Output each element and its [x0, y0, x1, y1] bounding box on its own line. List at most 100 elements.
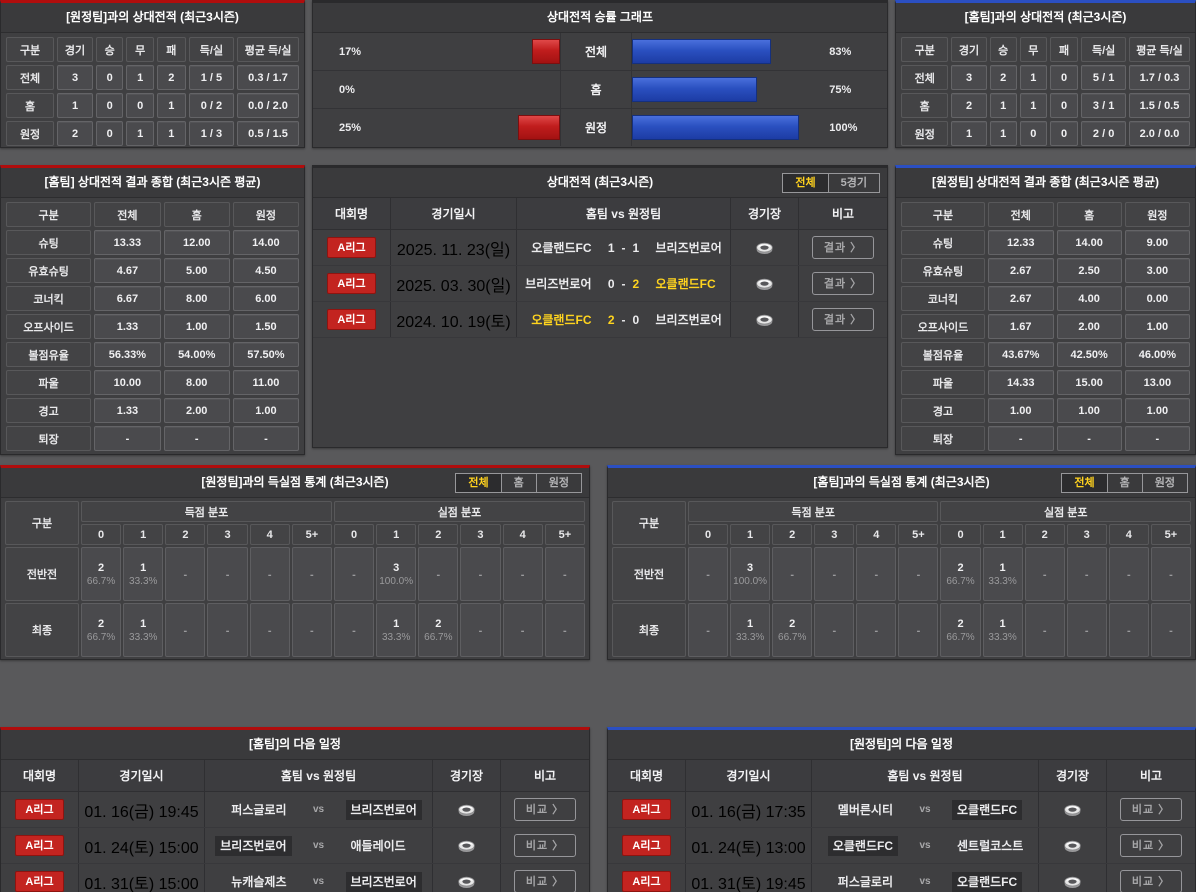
table-row: 경고 1.33 2.00 1.00 [6, 398, 299, 423]
goals-away-filter-tabs: 전체 홈 원정 [455, 472, 582, 493]
stat-cell: 42.50% [1056, 342, 1122, 367]
empty-value: - [916, 569, 921, 581]
result-button[interactable]: 결과 〉 [811, 308, 875, 331]
compare-button[interactable]: 비교 〉 [1119, 870, 1183, 892]
compare-button[interactable]: 비교 〉 [1119, 798, 1183, 821]
compare-button[interactable]: 비교 〉 [513, 834, 577, 857]
column-header: 패 [1049, 37, 1079, 62]
compare-button[interactable]: 비교 〉 [1119, 834, 1183, 857]
distribution-cell: - [165, 603, 206, 657]
stadium-icon[interactable] [754, 276, 775, 292]
home-team-name: 브리즈번로어 [525, 277, 592, 291]
table-header-row: 대회명 경기일시 홈팀 vs 원정팀 경기장 비고 [608, 760, 1195, 792]
column-header: 전체 [94, 202, 161, 227]
empty-value: - [520, 625, 525, 637]
teams-wrap: 오클랜드FC vs 센트럴코스트 [812, 836, 1038, 856]
filter-tab[interactable]: 홈 [501, 472, 537, 493]
compare-button[interactable]: 비교 〉 [513, 870, 577, 892]
stat-cell: 13.00 [1124, 370, 1190, 395]
score-column-header: 1 [730, 524, 771, 545]
match-date: 2025. 11. 23(일) [391, 230, 517, 265]
score-column-header: 3 [460, 524, 501, 545]
away-score: 1 [632, 240, 640, 255]
score-column-header: 5+ [544, 524, 585, 545]
empty-value: - [916, 625, 921, 637]
distribution-cell: - [898, 547, 939, 601]
chart-row-label: 홈 [560, 71, 632, 108]
distribution-cell: 2 66.7% [81, 547, 122, 601]
stadium-cell [433, 792, 501, 827]
action-cell: 비교 〉 [501, 864, 589, 892]
compare-button[interactable]: 비교 〉 [513, 798, 577, 821]
h2h-vs-home-table: 구분 경기 승 무 패 득/실 평균 득/실 전체 3 2 1 0 5 / 1 1.7 / 0.3 홈 2 1 1… [896, 33, 1195, 150]
empty-value: - [1169, 625, 1173, 637]
filter-tab[interactable]: 5경기 [828, 172, 880, 193]
distribution-cell: 1 33.3% [730, 603, 771, 657]
distribution-cell: - [544, 603, 585, 657]
table-header-row: 구분 전체 홈 원정 [6, 202, 299, 227]
empty-value: - [874, 569, 879, 581]
distribution-cell: - [165, 547, 206, 601]
filter-tab[interactable]: 전체 [782, 172, 829, 193]
league-cell: A리그 [608, 792, 686, 827]
stat-cell: 1 [57, 93, 93, 118]
distribution-cell: - [502, 547, 543, 601]
panel-title-text: [원정팀]과의 상대전적 (최근3시즌) [66, 10, 239, 24]
row-label: 전반전 [5, 547, 79, 601]
table-row: 파울 10.00 8.00 11.00 [6, 370, 299, 395]
stat-cell: 1.5 / 0.5 [1128, 93, 1190, 118]
distribution-cell: - [418, 547, 459, 601]
column-header: 승 [989, 37, 1017, 62]
stadium-icon[interactable] [456, 802, 477, 818]
stadium-icon[interactable] [456, 874, 477, 890]
score-header-row: 0 1 2 3 4 5+ 0 1 2 3 4 5+ [612, 524, 1191, 545]
panel-title-text: [원정팀]과의 득실점 통계 (최근3시즌) [201, 475, 389, 489]
stadium-icon[interactable] [456, 838, 477, 854]
action-cell: 결과 〉 [799, 302, 887, 337]
away-winrate-bar [518, 115, 561, 140]
column-header: 무 [126, 37, 154, 62]
percent-value: 33.3% [129, 631, 158, 643]
row-label: 경고 [6, 398, 92, 423]
league-badge: A리그 [622, 835, 671, 856]
distribution-cell: - [814, 603, 855, 657]
filter-tab[interactable]: 원정 [1142, 472, 1188, 493]
filter-tab[interactable]: 홈 [1107, 472, 1143, 493]
home-team-label: 멜버른시티 [837, 803, 893, 817]
match-datetime: 01. 31(토) 15:00 [79, 864, 205, 892]
filter-tab[interactable]: 전체 [455, 472, 502, 493]
distribution-cell: - [460, 603, 501, 657]
column-header: 홈팀 vs 원정팀 [812, 760, 1039, 791]
teams-cell: 브리즈번로어 0-2 오클랜드FC [517, 266, 731, 301]
league-cell: A리그 [1, 864, 79, 892]
stat-cell: 0.0 / 2.0 [237, 93, 299, 118]
home-team-name: 오클랜드FC [812, 836, 902, 856]
stadium-icon[interactable] [1062, 802, 1083, 818]
stadium-icon[interactable] [754, 312, 775, 328]
match-datetime: 01. 24(토) 13:00 [686, 828, 812, 863]
distribution-cell: 3 100.0% [730, 547, 771, 601]
away-team-label: 센트럴코스트 [957, 839, 1024, 853]
row-label: 홈 [6, 93, 55, 118]
filter-tab[interactable]: 원정 [536, 472, 582, 493]
empty-value: - [478, 569, 483, 581]
count-value: 2 [98, 617, 105, 630]
stat-cell: 0.5 / 1.5 [237, 121, 299, 146]
home-team-label: 뉴캐슬제츠 [231, 875, 287, 889]
filter-tab[interactable]: 전체 [1061, 472, 1108, 493]
match-date: 2025. 03. 30(일) [391, 266, 517, 301]
distribution-cell: - [856, 547, 897, 601]
stadium-icon[interactable] [1062, 838, 1083, 854]
stat-cell: 1 [1019, 65, 1047, 90]
result-button[interactable]: 결과 〉 [811, 272, 875, 295]
away-percent-label: 17% [339, 45, 362, 58]
score-column-header: 1 [123, 524, 164, 545]
stadium-icon[interactable] [754, 240, 775, 256]
result-button[interactable]: 결과 〉 [811, 236, 875, 259]
row-label: 홈 [901, 93, 949, 118]
distribution-row: 전반전 2 66.7% 1 33.3% - - - - -3 100.0% - - - - [5, 547, 585, 601]
stadium-icon[interactable] [1062, 874, 1083, 890]
panel-title: 상대전적 (최근3시즌) 전체 5경기 [313, 168, 887, 198]
stat-cell: 2.0 / 0.0 [1128, 121, 1190, 146]
